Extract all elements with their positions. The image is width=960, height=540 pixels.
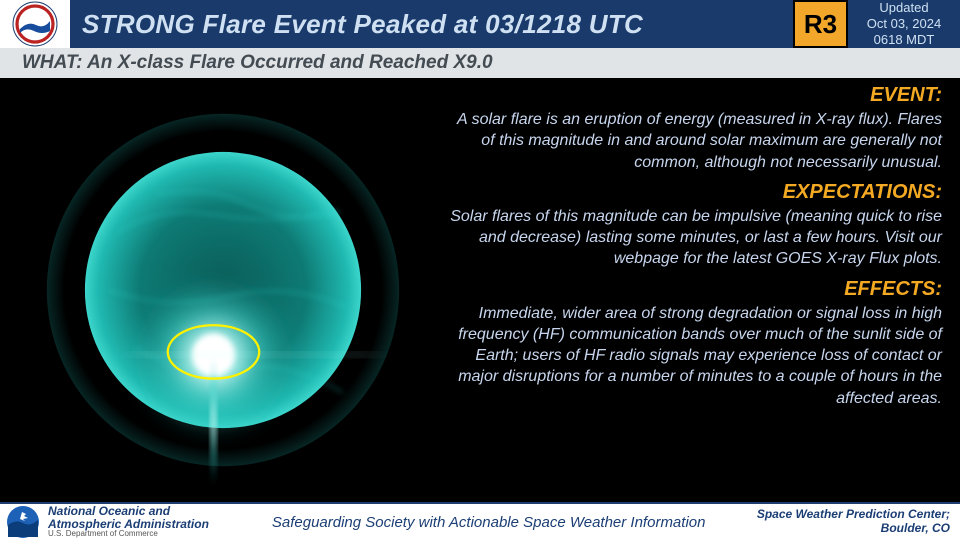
sun-image-panel xyxy=(0,78,445,502)
effects-title: EFFECTS: xyxy=(445,278,942,301)
event-title: EVENT: xyxy=(445,84,942,107)
main-content: EVENT: A solar flare is an eruption of e… xyxy=(0,78,960,502)
footer-tagline: Safeguarding Society with Actionable Spa… xyxy=(272,514,706,531)
event-section: EVENT: A solar flare is an eruption of e… xyxy=(445,84,942,173)
footer-org: National Oceanic and Atmospheric Adminis… xyxy=(48,505,209,539)
updated-label: Updated xyxy=(879,0,928,16)
page-title: STRONG Flare Event Peaked at 03/1218 UTC xyxy=(82,9,643,40)
sun-image xyxy=(33,90,413,490)
footer-bar: National Oceanic and Atmospheric Adminis… xyxy=(0,502,960,540)
org-line1: National Oceanic and xyxy=(48,505,209,518)
subheader-bar: WHAT: An X-class Flare Occurred and Reac… xyxy=(0,48,960,78)
center-line1: Space Weather Prediction Center; xyxy=(757,508,950,522)
effects-body: Immediate, wider area of strong degradat… xyxy=(445,303,942,409)
subheader-text: WHAT: An X-class Flare Occurred and Reac… xyxy=(22,52,493,74)
nws-logo-icon xyxy=(12,1,58,47)
title-box: STRONG Flare Event Peaked at 03/1218 UTC xyxy=(70,0,793,48)
expectations-section: EXPECTATIONS: Solar flares of this magni… xyxy=(445,181,942,270)
footer-center-info: Space Weather Prediction Center; Boulder… xyxy=(757,508,950,536)
nws-logo-box xyxy=(0,0,70,48)
header-bar: STRONG Flare Event Peaked at 03/1218 UTC… xyxy=(0,0,960,48)
expectations-body: Solar flares of this magnitude can be im… xyxy=(445,206,942,270)
effects-section: EFFECTS: Immediate, wider area of strong… xyxy=(445,278,942,409)
org-dept: U.S. Department of Commerce xyxy=(48,530,209,538)
event-body: A solar flare is an eruption of energy (… xyxy=(445,109,942,173)
noaa-logo-icon xyxy=(6,505,40,539)
scale-badge: R3 xyxy=(793,0,848,48)
updated-box: Updated Oct 03, 2024 0618 MDT xyxy=(848,0,960,48)
text-panel: EVENT: A solar flare is an eruption of e… xyxy=(445,78,960,502)
updated-date: Oct 03, 2024 xyxy=(867,16,941,32)
center-line2: Boulder, CO xyxy=(757,522,950,536)
expectations-title: EXPECTATIONS: xyxy=(445,181,942,204)
updated-time: 0618 MDT xyxy=(874,32,935,48)
